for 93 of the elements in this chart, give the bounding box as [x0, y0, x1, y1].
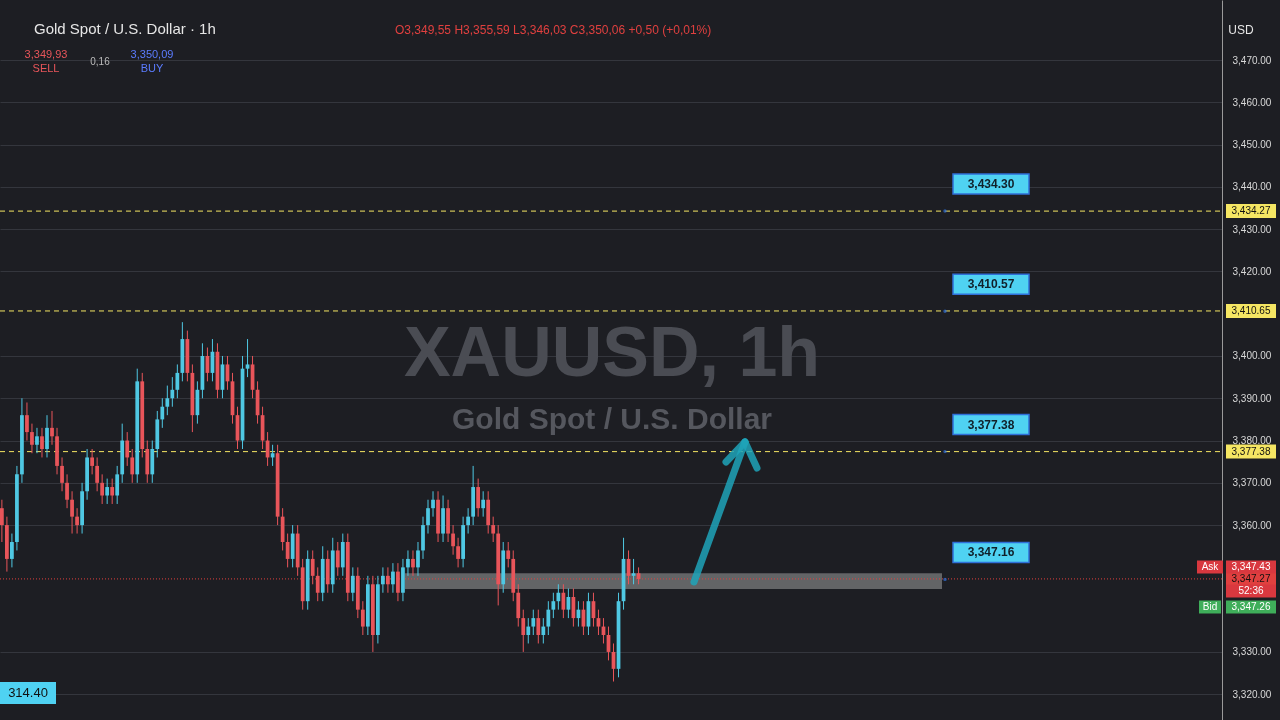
candlestick: [431, 490, 435, 518]
annotation: 3,347.16: [967, 545, 1015, 560]
candlestick: [175, 363, 180, 399]
candlestick: [526, 617, 531, 644]
y-tick-label: 3,330.00: [1232, 646, 1272, 658]
candlestick: [285, 533, 290, 568]
candlestick: [360, 600, 365, 636]
y-tick-label: 3,370.00: [1232, 477, 1272, 489]
candlestick: [30, 423, 34, 454]
candlestick: [65, 473, 69, 509]
text: 3,347.43: [1231, 561, 1271, 572]
candlestick: [386, 566, 390, 594]
candlestick: [40, 427, 44, 458]
candlestick: [310, 549, 315, 585]
y-tick-label: 3,400.00: [1232, 350, 1272, 362]
candlestick: [10, 533, 14, 568]
y-tick-label: 3,440.00: [1232, 181, 1272, 193]
candlestick: [391, 562, 395, 594]
text: 3,347.26: [1231, 601, 1271, 612]
candlestick: [631, 558, 636, 585]
candlestick: [546, 600, 551, 636]
candlestick: [75, 507, 79, 535]
candlestick: [476, 478, 481, 518]
annotation: 3,349,93: [24, 48, 68, 60]
candlestick: [531, 609, 536, 636]
y-tick-label: 3,470.00: [1232, 54, 1272, 66]
candlestick: [456, 537, 460, 568]
candlestick: [541, 617, 546, 644]
annotation: SELL: [32, 62, 60, 74]
candlestick: [481, 490, 486, 518]
candlestick: [45, 414, 49, 458]
annotation: 3,434.30: [967, 176, 1015, 191]
annotation: 3,410.57: [967, 277, 1015, 292]
candlestick: [70, 490, 74, 535]
candlestick: [536, 609, 541, 644]
candlestick: [466, 507, 470, 535]
candlestick: [110, 478, 115, 505]
candlestick: [506, 541, 511, 568]
candlestick: [416, 541, 420, 577]
annotation: 3,377.38: [967, 417, 1015, 432]
y-tick-label: 3,430.00: [1232, 223, 1272, 235]
candlestick: [105, 478, 110, 505]
y-tick-label: 3,360.00: [1232, 519, 1272, 531]
ref-line-label: 3,347.27: [1231, 572, 1271, 584]
y-tick-label: 3,380.00: [1232, 435, 1272, 447]
candlestick: [0, 499, 4, 543]
candlestick: [551, 592, 556, 619]
candlestick: [170, 376, 175, 408]
ref-line-label: 3,377.38: [1231, 445, 1271, 457]
candlestick: [521, 609, 526, 653]
text: 52:36: [1238, 585, 1264, 596]
text: USD: [1228, 23, 1254, 37]
candlestick: [35, 427, 39, 454]
candlestick: [335, 541, 340, 577]
candlestick: [125, 431, 130, 467]
annotation: 3,350,09: [130, 48, 174, 60]
y-tick-label: 3,420.00: [1232, 265, 1272, 277]
candlestick: [160, 397, 165, 429]
annotation: Bid: [1202, 601, 1218, 612]
candlestick: [396, 562, 400, 602]
candlestick: [381, 566, 385, 594]
y-tick-label: 3,450.00: [1232, 139, 1272, 151]
candlestick: [60, 456, 64, 492]
y-tick-label: 3,320.00: [1232, 688, 1272, 700]
annotation: Gold Spot / U.S. Dollar: [451, 402, 773, 435]
ref-line-label: 3,434.27: [1231, 205, 1271, 217]
candlestick: [100, 473, 105, 505]
candlestick: [115, 465, 120, 505]
candlestick: [315, 566, 320, 602]
annotation: 314.40: [8, 685, 48, 700]
ref-line-label: 3,410.65: [1231, 304, 1271, 316]
candlestick: [411, 549, 415, 577]
annotation: 0,16: [90, 56, 111, 67]
candlestick: [350, 566, 355, 602]
candlestick: [130, 448, 135, 484]
y-tick-label: 3,460.00: [1232, 96, 1272, 108]
candlestick: [406, 549, 410, 577]
candlestick: [50, 410, 54, 446]
candlestick: [491, 516, 496, 543]
candlestick: [245, 338, 250, 378]
candlestick: [561, 583, 566, 619]
candlestick: [165, 385, 170, 416]
text: O3,349,55 H3,355,59 L3,346,03 C3,350,06 +0,50 (+0,01%): [395, 23, 712, 37]
annotation: BUY: [140, 62, 164, 74]
candlestick: [95, 456, 100, 492]
text: Gold Spot / U.S. Dollar · 1h: [34, 20, 216, 37]
y-tick-label: 3,390.00: [1232, 392, 1272, 404]
annotation: Ask: [1201, 561, 1220, 572]
candlestick: [451, 524, 455, 556]
candlestick: [90, 448, 94, 475]
candlestick: [25, 401, 29, 442]
candlestick: [556, 583, 561, 611]
candlestick: [426, 499, 430, 535]
